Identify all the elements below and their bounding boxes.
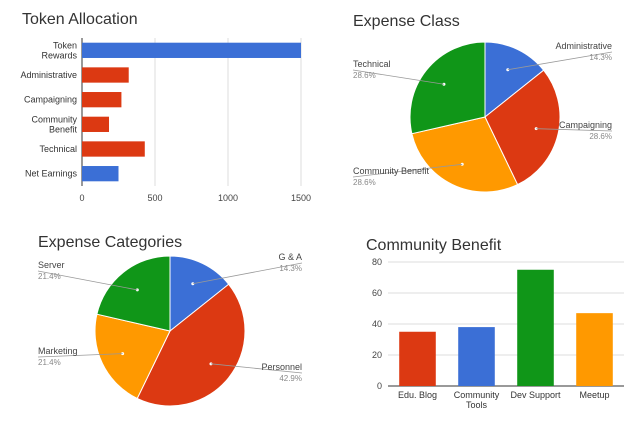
slice-percent: 28.6% — [589, 132, 612, 141]
slice-percent: 21.4% — [38, 358, 61, 367]
slice-percent: 42.9% — [279, 374, 302, 383]
category-label: Net Earnings — [25, 169, 78, 179]
bar — [399, 331, 436, 386]
chart-title: Expense Categories — [38, 234, 182, 251]
bar — [82, 116, 110, 132]
chart-title: Expense Class — [353, 13, 460, 30]
x-tick-label: 1500 — [291, 193, 311, 203]
pie-slice — [484, 41, 545, 119]
y-tick-label: 40 — [372, 319, 382, 329]
y-tick-label: 0 — [377, 381, 382, 391]
x-tick-label: 0 — [79, 193, 84, 203]
bar — [82, 42, 301, 58]
slice-percent: 14.3% — [279, 264, 302, 273]
category-label: Technical — [39, 144, 77, 154]
bar — [82, 166, 119, 182]
leader-line — [37, 270, 138, 291]
pie-slice — [136, 283, 246, 407]
slice-percent: 14.3% — [589, 53, 612, 62]
slice-label: Administrative — [555, 41, 612, 51]
pie-slice — [96, 255, 171, 332]
bar — [82, 141, 145, 157]
slice-label: Campaigning — [559, 120, 612, 130]
slice-label: Personnel — [261, 362, 302, 372]
leader-line — [507, 51, 613, 71]
slice-percent: 28.6% — [353, 71, 376, 80]
leader-line — [37, 353, 123, 358]
pie-slice — [169, 255, 230, 333]
y-tick-label: 60 — [372, 288, 382, 298]
slice-percent: 21.4% — [38, 272, 61, 281]
y-tick-label: 80 — [372, 257, 382, 267]
leader-line — [352, 69, 445, 85]
category-label: Community Benefit — [31, 114, 77, 134]
bar — [576, 313, 613, 386]
category-label: Administrative — [20, 70, 77, 80]
category-label: Community Tools — [454, 390, 500, 410]
category-label: Dev Support — [510, 390, 561, 400]
x-tick-label: 500 — [147, 193, 162, 203]
slice-label: Community Benefit — [353, 166, 430, 176]
pie-slice — [94, 313, 171, 400]
x-tick-label: 1000 — [218, 193, 238, 203]
category-label: Edu. Blog — [398, 390, 437, 400]
leader-line — [536, 128, 613, 132]
bar — [458, 327, 495, 386]
chart-title: Token Allocation — [22, 11, 138, 28]
slice-label: Technical — [353, 59, 391, 69]
y-tick-label: 20 — [372, 350, 382, 360]
category-label: Token Rewards — [41, 40, 77, 60]
slice-label: Marketing — [38, 346, 78, 356]
slice-label: Server — [38, 260, 65, 270]
pie-slice — [409, 41, 486, 135]
leader-line — [352, 163, 463, 178]
category-label: Meetup — [579, 390, 609, 400]
chart-title: Community Benefit — [366, 237, 502, 254]
bar — [517, 269, 554, 386]
leader-line — [210, 363, 303, 374]
category-label: Campaigning — [24, 95, 77, 105]
bar — [82, 67, 129, 83]
bar — [82, 92, 122, 108]
slice-percent: 28.6% — [353, 178, 376, 187]
pie-slice — [411, 116, 519, 193]
pie-slice — [484, 69, 561, 186]
slice-label: G & A — [278, 252, 302, 262]
leader-line — [192, 262, 303, 285]
